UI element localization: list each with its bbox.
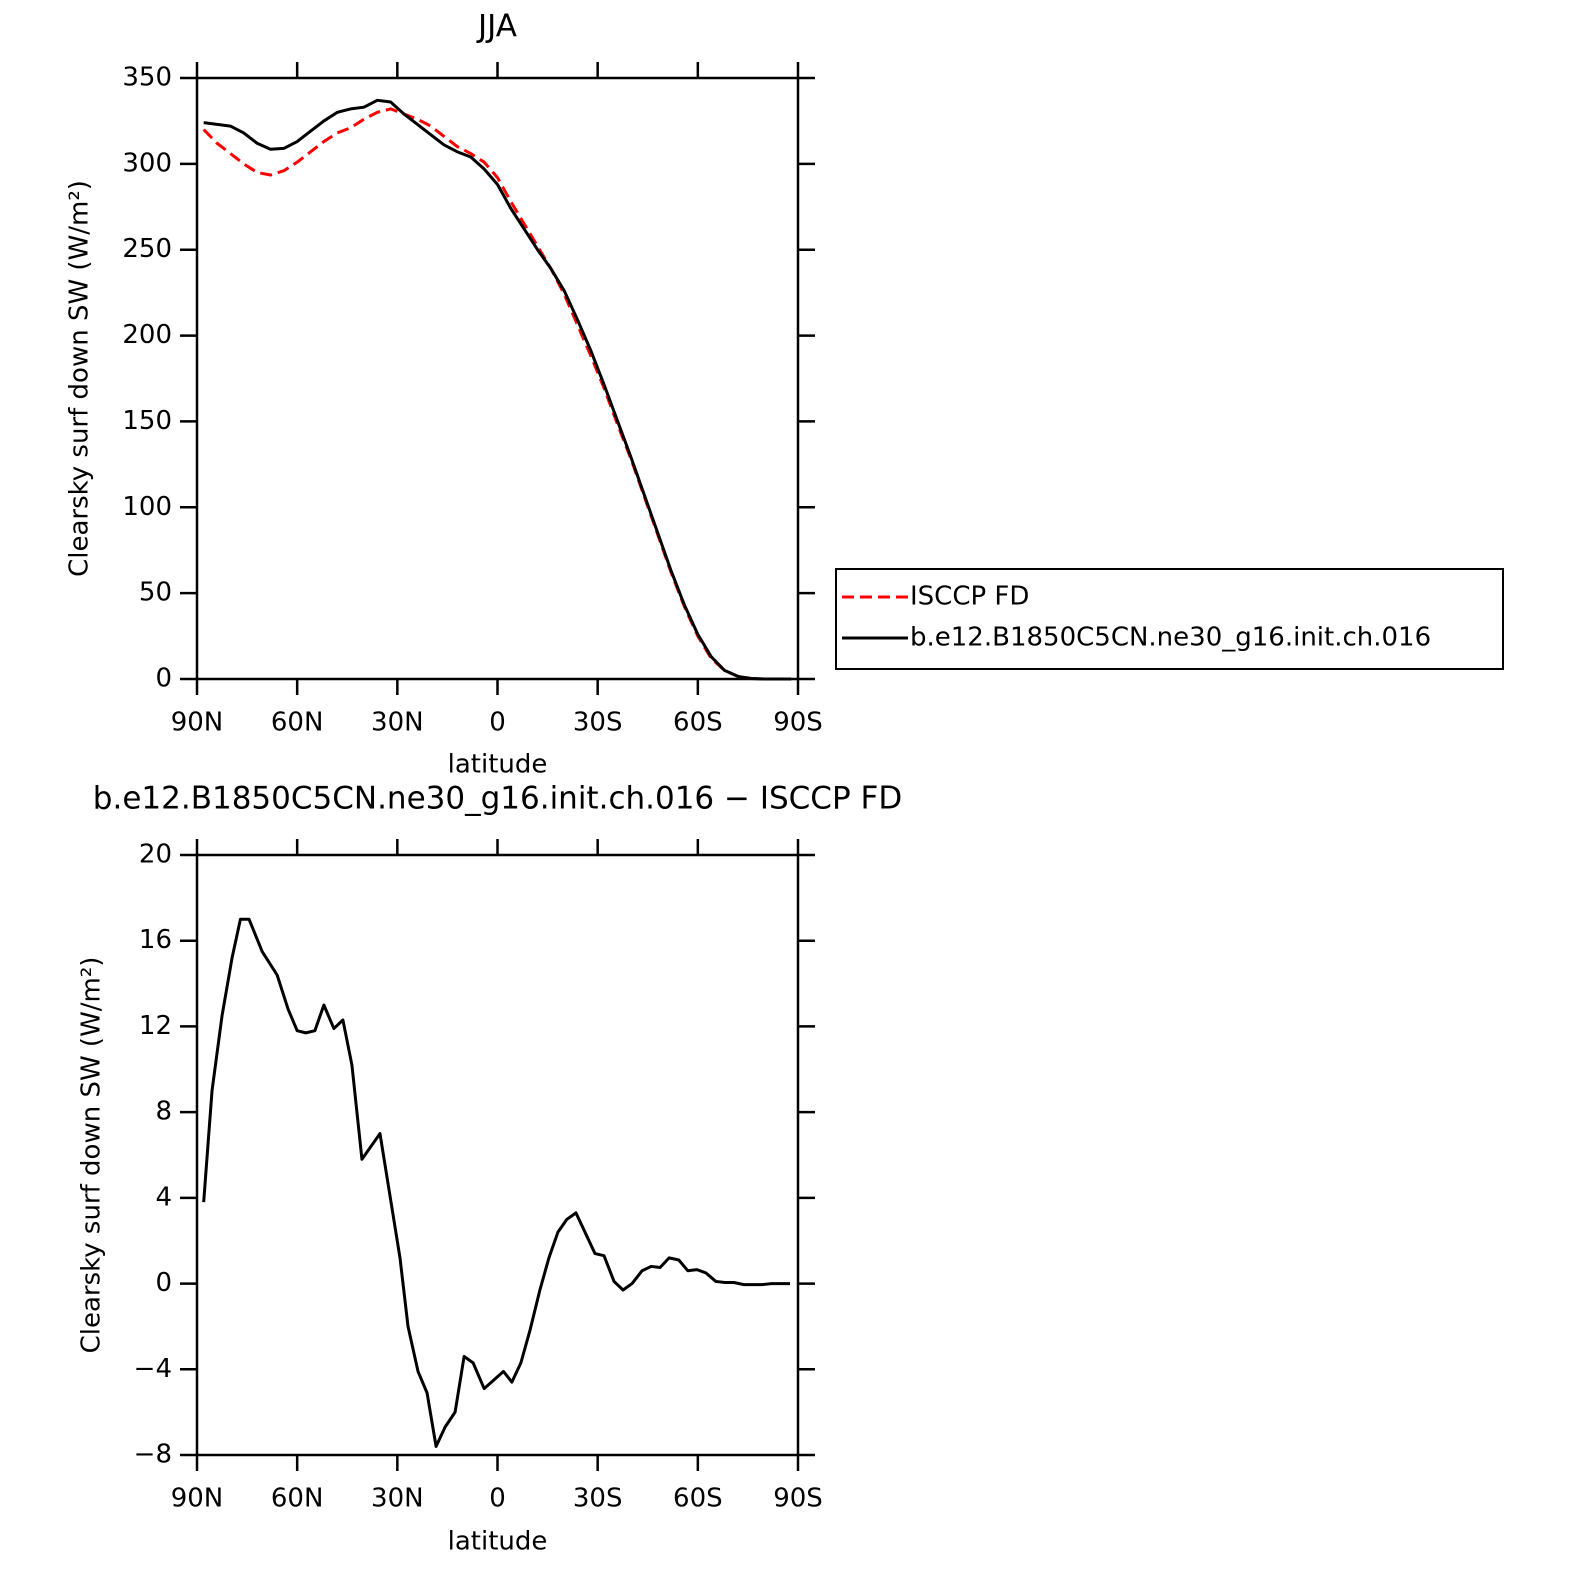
plot-frame	[195, 76, 800, 681]
x-tick-label: 0	[489, 1484, 506, 1514]
x-tick-label: 90N	[171, 1484, 224, 1514]
x-axis-label: latitude	[448, 1527, 548, 1557]
x-tick-label: 90N	[171, 708, 224, 738]
y-tick-label: 8	[155, 1097, 172, 1127]
y-tick-label: 150	[122, 406, 172, 436]
data-line	[202, 107, 792, 681]
y-tick-label: −4	[134, 1354, 172, 1384]
x-tick-label: 90S	[773, 708, 823, 738]
y-tick-label: 20	[139, 840, 172, 870]
y-tick-label: 250	[122, 234, 172, 264]
x-tick-label: 60N	[271, 708, 324, 738]
data-line	[203, 98, 792, 681]
x-tick-label: 30N	[371, 1484, 424, 1514]
y-axis-label: Clearsky surf down SW (W/m²)	[65, 180, 95, 577]
chart-title: JJA	[476, 9, 517, 45]
legend-label: b.e12.B1850C5CN.ne30_g16.init.ch.016	[910, 623, 1431, 653]
legend-box	[835, 568, 1504, 670]
y-tick-label: 0	[155, 1268, 172, 1298]
x-tick-label: 60N	[271, 1484, 324, 1514]
x-tick-label: 30S	[573, 1484, 623, 1514]
x-tick-label: 90S	[773, 1484, 823, 1514]
x-tick-label: 60S	[673, 1484, 723, 1514]
y-tick-label: 4	[155, 1182, 172, 1212]
y-tick-label: −8	[134, 1440, 172, 1470]
x-tick-label: 60S	[673, 708, 723, 738]
chart-title: b.e12.B1850C5CN.ne30_g16.init.ch.016 − I…	[93, 781, 902, 817]
y-tick-label: 12	[139, 1011, 172, 1041]
x-tick-label: 30S	[573, 708, 623, 738]
data-line	[202, 917, 790, 1448]
x-tick-label: 0	[489, 708, 506, 738]
x-axis-label: latitude	[448, 750, 548, 780]
y-tick-label: 50	[139, 578, 172, 608]
x-tick-label: 30N	[371, 708, 424, 738]
y-tick-label: 16	[139, 925, 172, 955]
y-axis-label: Clearsky surf down SW (W/m²)	[77, 957, 107, 1354]
plot-frame	[195, 853, 800, 1457]
y-tick-label: 350	[122, 63, 172, 93]
y-tick-label: 100	[122, 492, 172, 522]
y-tick-label: 300	[122, 148, 172, 178]
y-tick-label: 200	[122, 320, 172, 350]
legend-label: ISCCP FD	[910, 582, 1029, 612]
y-tick-label: 0	[155, 664, 172, 694]
